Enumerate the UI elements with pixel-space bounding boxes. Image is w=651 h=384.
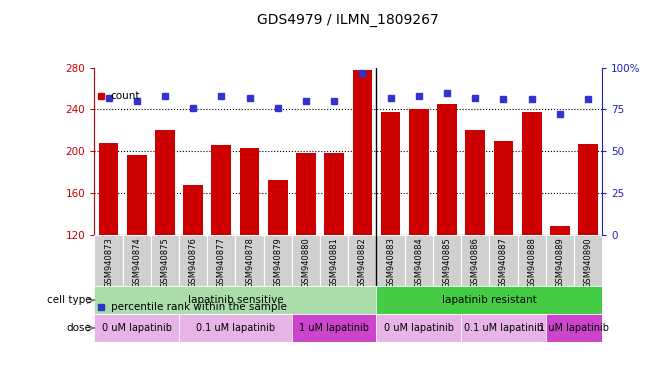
Bar — [184, 184, 203, 360]
Text: GSM940883: GSM940883 — [386, 237, 395, 288]
Bar — [461, 235, 490, 286]
Bar — [94, 235, 122, 286]
Text: count: count — [111, 91, 140, 101]
Bar — [433, 235, 461, 286]
Bar — [264, 235, 292, 286]
Bar — [151, 235, 179, 286]
Bar — [324, 153, 344, 360]
Bar — [493, 141, 514, 360]
Bar — [465, 130, 485, 360]
Bar — [490, 235, 518, 286]
Bar — [376, 286, 602, 314]
Bar — [353, 70, 372, 360]
Bar — [179, 314, 292, 342]
Text: GSM940885: GSM940885 — [443, 237, 452, 288]
Text: 0 uM lapatinib: 0 uM lapatinib — [384, 323, 454, 333]
Bar — [296, 153, 316, 360]
Bar — [212, 145, 231, 360]
Bar — [522, 113, 542, 360]
Text: lapatinib sensitive: lapatinib sensitive — [187, 295, 283, 305]
Bar — [207, 235, 236, 286]
Text: GSM940890: GSM940890 — [583, 237, 592, 288]
Text: GSM940878: GSM940878 — [245, 237, 254, 288]
Bar — [292, 314, 376, 342]
Text: GSM940877: GSM940877 — [217, 237, 226, 288]
Text: GSM940879: GSM940879 — [273, 237, 283, 288]
Text: percentile rank within the sample: percentile rank within the sample — [111, 302, 286, 312]
Text: GSM940884: GSM940884 — [414, 237, 423, 288]
Text: GSM940874: GSM940874 — [132, 237, 141, 288]
Text: 1 uM lapatinib: 1 uM lapatinib — [539, 323, 609, 333]
Text: GSM940889: GSM940889 — [555, 237, 564, 288]
Bar — [578, 144, 598, 360]
Bar — [381, 113, 400, 360]
Text: 0.1 uM lapatinib: 0.1 uM lapatinib — [196, 323, 275, 333]
Bar — [518, 235, 546, 286]
Text: 0.1 uM lapatinib: 0.1 uM lapatinib — [464, 323, 543, 333]
Text: GSM940875: GSM940875 — [160, 237, 169, 288]
Bar — [546, 235, 574, 286]
Bar — [348, 235, 376, 286]
Bar — [94, 286, 376, 314]
Bar — [94, 314, 179, 342]
Bar — [461, 314, 546, 342]
Bar — [122, 235, 151, 286]
Text: cell type: cell type — [46, 295, 91, 305]
Text: 1 uM lapatinib: 1 uM lapatinib — [299, 323, 369, 333]
Bar — [405, 235, 433, 286]
Bar — [155, 130, 174, 360]
Bar — [550, 226, 570, 360]
Text: lapatinib resistant: lapatinib resistant — [442, 295, 536, 305]
Bar — [409, 109, 429, 360]
Bar — [240, 148, 260, 360]
Text: GSM940888: GSM940888 — [527, 237, 536, 288]
Bar — [127, 155, 146, 360]
Text: GSM940873: GSM940873 — [104, 237, 113, 288]
Bar — [437, 104, 457, 360]
Bar — [236, 235, 264, 286]
Bar — [179, 235, 207, 286]
Text: GSM940880: GSM940880 — [301, 237, 311, 288]
Text: 0 uM lapatinib: 0 uM lapatinib — [102, 323, 172, 333]
Text: GSM940887: GSM940887 — [499, 237, 508, 288]
Text: GSM940882: GSM940882 — [358, 237, 367, 288]
Text: GSM940881: GSM940881 — [329, 237, 339, 288]
Text: GSM940886: GSM940886 — [471, 237, 480, 288]
Text: GSM940876: GSM940876 — [189, 237, 198, 288]
Bar — [574, 235, 602, 286]
Bar — [546, 314, 602, 342]
Text: GDS4979 / ILMN_1809267: GDS4979 / ILMN_1809267 — [257, 13, 439, 27]
Bar — [292, 235, 320, 286]
Bar — [268, 180, 288, 360]
Bar — [376, 235, 405, 286]
Bar — [99, 143, 118, 360]
Text: dose: dose — [66, 323, 91, 333]
Bar — [320, 235, 348, 286]
Bar — [376, 314, 461, 342]
